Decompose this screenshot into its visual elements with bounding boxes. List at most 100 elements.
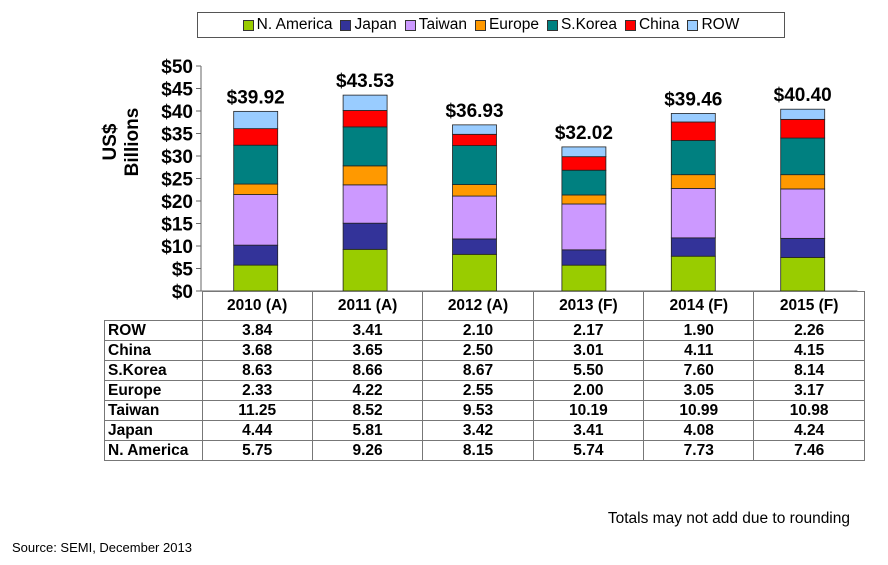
legend-label: ROW	[701, 16, 740, 33]
table-row: S.Korea 8.63 8.66 8.67 5.50 7.60 8.14	[104, 360, 865, 381]
bar-segment	[233, 264, 279, 292]
table-cell: 11.25	[201, 400, 313, 421]
table-header-row: 2010 (A) 2011 (A) 2012 (A) 2013 (F) 2014 (F)…	[104, 291, 865, 321]
bar-segment	[561, 264, 607, 292]
legend-item: Taiwan	[404, 16, 467, 34]
bar-segment	[670, 237, 716, 257]
table-cell: 2.17	[532, 320, 645, 341]
y-tick-label: $20	[161, 192, 193, 213]
table-column-header: 2014 (F)	[643, 291, 755, 321]
bar-segment	[452, 184, 497, 197]
bar-segment	[670, 140, 716, 176]
table-cell: 9.26	[311, 440, 424, 461]
table-row-label: ROW	[104, 320, 203, 341]
table-cell: 7.73	[643, 440, 755, 461]
bar-segment	[233, 194, 279, 246]
table-cell: 4.24	[753, 420, 865, 441]
legend-item: China	[624, 16, 679, 34]
bar-total-label: $39.46	[664, 89, 722, 110]
table-cell: 2.26	[753, 320, 865, 341]
table-row: Europe 2.33 4.22 2.55 2.00 3.05 3.17	[104, 380, 865, 401]
legend-swatch	[404, 19, 416, 31]
y-tick-label: $45	[161, 80, 193, 101]
legend-label: Japan	[354, 16, 397, 33]
bar-segment	[233, 144, 279, 185]
bar-segment	[670, 121, 716, 141]
bar-segment	[452, 253, 497, 292]
bar-segment	[561, 156, 607, 171]
table-cell: 5.75	[201, 440, 313, 461]
legend-item: N. America	[242, 16, 333, 34]
bar-segment	[670, 174, 716, 189]
bar-segment	[780, 257, 826, 292]
table-cell: 9.53	[422, 400, 534, 421]
table-row: ROW 3.84 3.41 2.10 2.17 1.90 2.26	[104, 320, 865, 341]
table-cell: 8.63	[201, 360, 313, 381]
table-row-label: China	[104, 340, 203, 361]
legend-item: ROW	[687, 16, 739, 34]
table-corner	[104, 291, 203, 321]
table-cell: 2.55	[422, 380, 534, 401]
table-cell: 5.74	[532, 440, 645, 461]
bar-segment	[561, 249, 607, 266]
table-cell: 1.90	[643, 320, 755, 341]
table-cell: 4.15	[753, 340, 865, 361]
bar-segment	[780, 188, 826, 239]
table-cell: 5.81	[311, 420, 424, 441]
table-row: China 3.68 3.65 2.50 3.01 4.11 4.15	[104, 340, 865, 361]
y-tick-label: $35	[161, 125, 193, 146]
table-row-label: Taiwan	[104, 400, 203, 421]
table-row: Japan 4.44 5.81 3.42 3.41 4.08 4.24	[104, 420, 865, 441]
legend-label: N. America	[256, 16, 333, 33]
table-cell: 8.66	[311, 360, 424, 381]
bar-segment	[342, 110, 388, 128]
bar-segment	[780, 174, 826, 190]
bar-segment	[780, 137, 826, 176]
table-row-label: N. America	[104, 440, 203, 461]
bar-total-label: $40.40	[774, 85, 832, 106]
bar-segment	[780, 108, 826, 120]
y-tick-label: $10	[161, 237, 193, 258]
table-cell: 3.42	[422, 420, 534, 441]
table-cell: 3.17	[753, 380, 865, 401]
bar-segment	[670, 255, 716, 292]
bar-segment	[342, 222, 388, 250]
table-cell: 8.15	[422, 440, 534, 461]
y-tick-label: $5	[172, 260, 194, 281]
table-column-header: 2013 (F)	[532, 291, 645, 321]
bar-segment	[342, 94, 388, 111]
legend-swatch	[687, 19, 699, 31]
table-cell: 3.68	[201, 340, 313, 361]
bar-segment	[561, 146, 607, 158]
y-tick-label: $25	[161, 170, 193, 191]
bar-segment	[342, 165, 388, 186]
table-cell: 8.67	[422, 360, 534, 381]
bar-segment	[342, 126, 388, 167]
table-cell: 7.46	[753, 440, 865, 461]
y-tick-label: $40	[161, 102, 193, 123]
bar-segment	[233, 110, 279, 130]
table-cell: 4.11	[643, 340, 755, 361]
data-table: 2010 (A) 2011 (A) 2012 (A) 2013 (F) 2014 (F)…	[104, 291, 865, 461]
table-cell: 2.00	[532, 380, 645, 401]
table-cell: 3.01	[532, 340, 645, 361]
bar-segment	[561, 169, 607, 196]
bar-total-label: $43.53	[336, 71, 394, 92]
table-row: Taiwan 11.25 8.52 9.53 10.19 10.99 10.98	[104, 400, 865, 421]
table-cell: 2.50	[422, 340, 534, 361]
table-cell: 3.05	[643, 380, 755, 401]
y-tick-label: $30	[161, 147, 193, 168]
legend-item: Japan	[340, 16, 397, 34]
legend-swatch	[340, 19, 352, 31]
bar-segment	[780, 237, 826, 258]
table-row-label: Europe	[104, 380, 203, 401]
table-cell: 4.22	[311, 380, 424, 401]
legend-label: S.Korea	[560, 16, 617, 33]
bar-total-label: $36.93	[445, 101, 503, 122]
table-cell: 7.60	[643, 360, 755, 381]
table-cell: 3.41	[311, 320, 424, 341]
table-column-header: 2011 (A)	[311, 291, 424, 321]
table-row: N. America 5.75 9.26 8.15 5.74 7.73 7.46	[104, 440, 865, 461]
bar-segment	[670, 113, 716, 123]
